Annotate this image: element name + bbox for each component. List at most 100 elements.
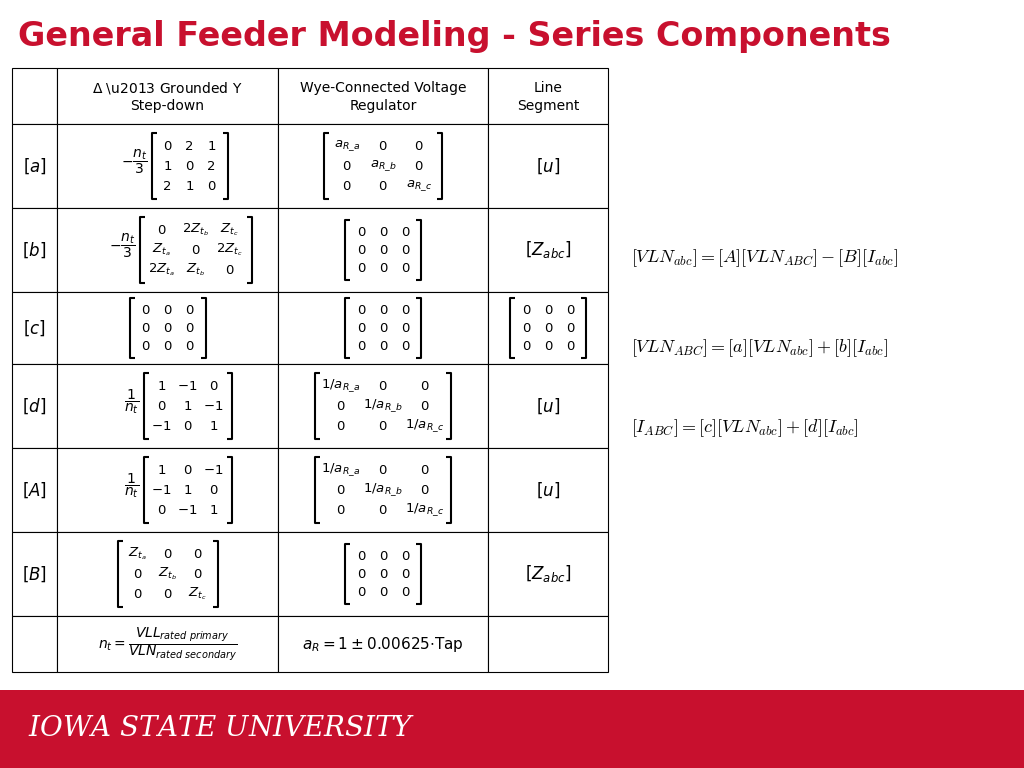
Text: $0$: $0$ (182, 419, 193, 432)
Text: 0: 0 (400, 303, 410, 316)
Text: 0: 0 (163, 322, 172, 335)
Text: $-1$: $-1$ (204, 464, 223, 476)
Text: $0$: $0$ (378, 140, 388, 153)
Bar (488, 208, 608, 292)
Text: 0: 0 (522, 339, 530, 353)
Bar (57, 616, 278, 672)
Bar (488, 68, 608, 124)
Text: 0: 0 (379, 568, 387, 581)
Bar (488, 532, 608, 616)
Text: $0$: $0$ (378, 504, 388, 517)
Bar (278, 68, 488, 124)
Text: $Z_{t_a}$: $Z_{t_a}$ (153, 242, 171, 258)
Bar (57, 68, 278, 124)
Text: General Feeder Modeling - Series Components: General Feeder Modeling - Series Compone… (18, 20, 891, 53)
Text: $Z_{t_b}$: $Z_{t_b}$ (186, 262, 205, 278)
Text: $0$: $0$ (378, 180, 388, 193)
Text: 0: 0 (522, 303, 530, 316)
Text: $0$: $0$ (224, 263, 234, 276)
Text: 0: 0 (185, 339, 194, 353)
Text: Line: Line (534, 81, 562, 95)
Text: $0$: $0$ (378, 419, 388, 432)
Text: 0: 0 (379, 322, 387, 335)
Text: 0: 0 (379, 243, 387, 257)
Text: $0$: $0$ (342, 160, 352, 173)
Text: $0$: $0$ (336, 419, 346, 432)
Text: $1$: $1$ (157, 464, 166, 476)
Text: $1$: $1$ (209, 419, 218, 432)
Text: $\Delta$ \u2013 Grounded Y: $\Delta$ \u2013 Grounded Y (92, 80, 243, 96)
Text: $a_{R\_a}$: $a_{R\_a}$ (334, 139, 360, 154)
Text: $1/a_{R\_c}$: $1/a_{R\_c}$ (406, 502, 444, 518)
Text: $0$: $0$ (157, 223, 166, 237)
Text: 0: 0 (379, 549, 387, 562)
Text: $0$: $0$ (420, 464, 430, 476)
Bar (488, 292, 608, 364)
Text: 0: 0 (379, 261, 387, 274)
Text: 0: 0 (379, 339, 387, 353)
Text: 0: 0 (400, 322, 410, 335)
Text: $0$: $0$ (157, 399, 166, 412)
Text: 0: 0 (544, 322, 552, 335)
Text: $a_R = 1 \pm 0.00625{\cdot}\mathrm{Tap}$: $a_R = 1 \pm 0.00625{\cdot}\mathrm{Tap}$ (302, 634, 464, 654)
Text: $-1$: $-1$ (152, 419, 172, 432)
Text: 1: 1 (163, 160, 172, 173)
Text: 0: 0 (566, 322, 574, 335)
Text: $0$: $0$ (209, 379, 218, 392)
Text: $1$: $1$ (183, 484, 193, 496)
Text: 0: 0 (356, 549, 366, 562)
Bar (57, 124, 278, 208)
Bar (278, 616, 488, 672)
Text: 0: 0 (356, 339, 366, 353)
Text: 0: 0 (185, 160, 194, 173)
Text: 0: 0 (163, 339, 172, 353)
Text: $[a]$: $[a]$ (23, 156, 46, 176)
Bar (12, 208, 57, 292)
Text: 0: 0 (185, 322, 194, 335)
Text: 0: 0 (379, 226, 387, 239)
Text: $0$: $0$ (209, 484, 218, 496)
Text: $a_{R\_c}$: $a_{R\_c}$ (406, 179, 432, 194)
Text: $2Z_{t_a}$: $2Z_{t_a}$ (148, 262, 175, 278)
Text: 2: 2 (207, 160, 216, 173)
Text: $0$: $0$ (342, 180, 352, 193)
Text: 0: 0 (400, 339, 410, 353)
Text: 0: 0 (356, 585, 366, 598)
Text: $0$: $0$ (163, 548, 172, 561)
Text: $-1$: $-1$ (177, 379, 198, 392)
Text: 2: 2 (163, 180, 172, 193)
Text: $n_t = \dfrac{VLL_{rated\ primary}}{VLN_{rated\ secondary}}$: $n_t = \dfrac{VLL_{rated\ primary}}{VLN_… (98, 625, 238, 663)
Bar (12, 124, 57, 208)
Text: $1/a_{R\_c}$: $1/a_{R\_c}$ (406, 418, 444, 435)
Text: $-\dfrac{n_t}{3}$: $-\dfrac{n_t}{3}$ (109, 232, 135, 260)
Text: $-\dfrac{n_t}{3}$: $-\dfrac{n_t}{3}$ (121, 147, 147, 177)
Text: $0$: $0$ (133, 588, 142, 601)
Text: $1$: $1$ (183, 399, 193, 412)
Text: 0: 0 (522, 322, 530, 335)
Text: $1/a_{R\_b}$: $1/a_{R\_b}$ (364, 482, 402, 498)
Bar (57, 364, 278, 448)
Bar (12, 616, 57, 672)
Text: $-1$: $-1$ (204, 399, 223, 412)
Text: 0: 0 (379, 585, 387, 598)
Text: $[u]$: $[u]$ (536, 480, 560, 500)
Bar (278, 124, 488, 208)
Text: 1: 1 (207, 140, 216, 153)
Text: $[d]$: $[d]$ (23, 396, 46, 415)
Bar (12, 68, 57, 124)
Text: $1$: $1$ (157, 379, 166, 392)
Text: 0: 0 (141, 303, 150, 316)
Text: $1/a_{R\_a}$: $1/a_{R\_a}$ (322, 378, 360, 395)
Text: $0$: $0$ (420, 379, 430, 392)
Text: $0$: $0$ (415, 160, 424, 173)
Text: $0$: $0$ (163, 588, 172, 601)
Text: 0: 0 (356, 568, 366, 581)
Bar (278, 448, 488, 532)
Text: Step-down: Step-down (130, 99, 205, 113)
Text: $[Z_{abc}]$: $[Z_{abc}]$ (525, 564, 571, 584)
Text: $[I_{ABC}] = [c][VLN_{abc}] + [d][I_{abc}]$: $[I_{ABC}] = [c][VLN_{abc}] + [d][I_{abc… (631, 417, 858, 439)
Text: 0: 0 (544, 303, 552, 316)
Text: 0: 0 (163, 303, 172, 316)
Text: 0: 0 (400, 261, 410, 274)
Bar (12, 532, 57, 616)
